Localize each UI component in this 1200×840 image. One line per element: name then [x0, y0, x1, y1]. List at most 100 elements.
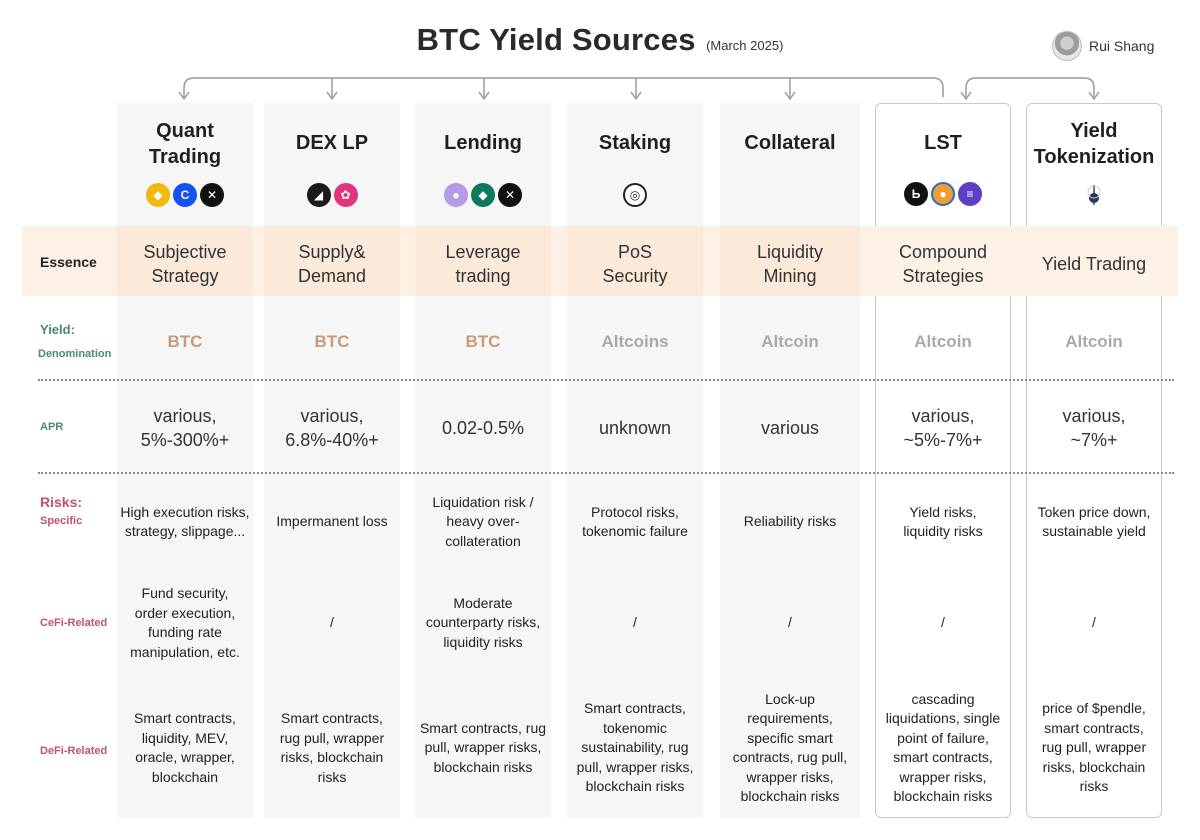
essence-line: Strategies — [902, 266, 984, 286]
logo-row: ◆ C ✕ — [117, 182, 253, 208]
defi-risk: Smart contracts, liquidity, MEV, oracle, w… — [117, 684, 253, 812]
specific-risk-line: Impermanent loss — [276, 513, 388, 530]
cefi-risk: / — [567, 574, 703, 672]
apr-line: unknown — [598, 418, 672, 438]
specific-risk-line: strategy, slippage... — [124, 523, 246, 539]
column-header-line: Lending — [444, 132, 522, 154]
denomination-value: Altcoins — [601, 332, 669, 351]
specific-risk-line: Token price down, — [1037, 503, 1151, 520]
cefi-risk: / — [1026, 574, 1162, 672]
column-header: Collateral — [720, 128, 860, 158]
essence-line: Yield Trading — [1041, 254, 1147, 274]
defi-risk-line: blockchain risks — [585, 778, 685, 795]
column-header-line: DEX LP — [295, 132, 369, 154]
defi-risk-line: point of failure, — [897, 729, 989, 746]
essence-value: PoS Security — [567, 238, 703, 290]
column-header-line: Tokenization — [1033, 146, 1155, 168]
denomination-value: BTC — [465, 332, 501, 351]
essence-line: Liquidity — [756, 242, 824, 262]
apr-line: various, — [1062, 406, 1126, 426]
column-card — [415, 103, 551, 818]
column-header-line: Collateral — [744, 132, 836, 154]
row-label-apr: APR — [40, 421, 64, 433]
logo-row: ◎ — [567, 182, 703, 208]
column-card — [720, 103, 860, 818]
defi-risk-line: liquidations, single — [885, 710, 1001, 726]
specific-risk-line: heavy over- — [446, 513, 520, 530]
essence-line: Strategy — [151, 266, 219, 286]
cefi-risk-line: counterparty risks, — [425, 614, 541, 631]
page-title: BTC Yield Sources (March 2025) — [0, 22, 1200, 58]
essence-cell-bg — [567, 226, 703, 296]
cefi-risk-line: Moderate — [453, 594, 513, 611]
column-header: DEX LP — [264, 128, 400, 158]
defi-risk-line: wrapper risks, — [899, 768, 987, 785]
cefi-risk: Moderate counterparty risks, liquidity ris… — [415, 574, 551, 672]
cefi-risk: Fund security, order execution, funding ra… — [117, 574, 253, 672]
defi-risk-line: smart contracts, — [1044, 719, 1144, 736]
defi-risk: Lock-up requirements, specific smart contra… — [720, 684, 860, 812]
denomination-value: Altcoin — [761, 332, 819, 351]
apr-value: various, 5%-300%+ — [117, 402, 253, 454]
column-card — [1026, 103, 1162, 818]
defi-risk-line: cascading — [911, 690, 975, 707]
cefi-risk-line: funding rate — [148, 624, 222, 640]
defi-risk-line: rug pull, wrapper — [279, 729, 385, 746]
essence-value: Liquidity Mining — [720, 238, 860, 290]
coinbase-icon: C — [173, 183, 197, 207]
essence-value: Subjective Strategy — [117, 238, 253, 290]
defi-risk-line: rug pull, wrapper — [1041, 739, 1147, 756]
essence-value: Supply& Demand — [264, 238, 400, 290]
defi-risk-line: Smart contracts, rug — [419, 719, 547, 736]
specific-risk-line: Reliability risks — [743, 513, 837, 530]
row-label-cefi: CeFi-Related — [40, 617, 108, 629]
specific-risk: Liquidation risk / heavy over-collaterati… — [415, 480, 551, 564]
defi-risk-line: smart contracts, — [893, 749, 993, 765]
row-label-yield: Yield: — [40, 322, 75, 337]
defi-risk-line: blockchain risks — [740, 788, 840, 804]
essence-value: Leverage trading — [415, 238, 551, 290]
denomination-value: BTC — [167, 332, 203, 351]
logo-row: Ь ● ≡ — [875, 181, 1011, 207]
apr-line: ~5%-7%+ — [903, 430, 983, 450]
author-badge: Rui Shang — [1052, 31, 1154, 61]
specific-risk-line: collateration — [445, 532, 521, 549]
apr-value: unknown — [567, 402, 703, 454]
author-name: Rui Shang — [1089, 38, 1155, 54]
denomination-value: Altcoin — [1065, 332, 1123, 351]
defi-risk-line: contracts, rug pull, — [732, 749, 848, 765]
specific-risk-line: Yield risks, — [909, 503, 977, 520]
defi-risk-line: risks, blockchain — [280, 749, 384, 765]
apr-line: ~7%+ — [1070, 430, 1118, 450]
cefi-risk-line: / — [1092, 614, 1096, 631]
specific-risk: Reliability risks — [720, 480, 860, 564]
defi-risk-line: oracle, wrapper, — [135, 749, 235, 765]
lending-black-icon: ✕ — [498, 183, 522, 207]
lending-green-icon: ◆ — [471, 183, 495, 207]
title-date: (March 2025) — [706, 38, 784, 53]
cefi-risk-line: Fund security, — [141, 585, 229, 601]
defi-risk-line: pull, wrapper risks, — [424, 739, 542, 756]
apr-value: various — [720, 402, 860, 454]
staking-icon: ◎ — [623, 183, 647, 207]
logo-row — [1026, 182, 1162, 208]
defi-risk-line: Smart contracts, — [134, 710, 236, 726]
essence-line: Security — [602, 266, 668, 286]
cefi-risk-line: / — [941, 614, 945, 631]
column-header-line: Staking — [598, 132, 672, 154]
defi-risk-line: specific smart — [747, 729, 833, 746]
lst-purple-icon: ≡ — [958, 182, 982, 206]
cefi-risk-line: / — [788, 614, 792, 631]
row-label-risks: Risks: — [40, 494, 83, 510]
specific-risk-line: High execution risks, — [120, 503, 250, 520]
defi-risk-line: liquidity, MEV, — [141, 729, 229, 746]
essence-line: Supply& — [298, 242, 366, 262]
row-divider — [38, 472, 1174, 474]
column-header-line: Trading — [148, 146, 222, 168]
okx-icon: ✕ — [200, 183, 224, 207]
cefi-risk: / — [264, 574, 400, 672]
defi-risk: Smart contracts, rug pull, wrapper risks, … — [264, 684, 400, 812]
binance-icon: ◆ — [146, 183, 170, 207]
defi-risk-line: pull, wrapper risks, — [576, 758, 694, 775]
apr-value: various, ~5%-7%+ — [875, 402, 1011, 454]
